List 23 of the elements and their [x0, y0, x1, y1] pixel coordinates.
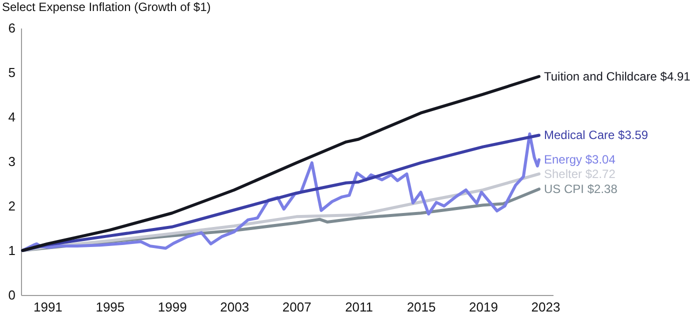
- y-tick-label: 3: [8, 154, 16, 169]
- x-tick-label: 2015: [406, 300, 436, 314]
- series-label: Medical Care $3.59: [544, 128, 648, 142]
- x-tick-label: 2023: [531, 300, 560, 314]
- x-tick-label: 1999: [158, 300, 187, 314]
- chart-title: Select Expense Inflation (Growth of $1): [2, 0, 211, 14]
- x-tick-label: 2003: [220, 300, 250, 314]
- x-tick-label: 2011: [345, 300, 374, 314]
- series-label: US CPI $2.38: [544, 182, 618, 196]
- series-label: Tuition and Childcare $4.91: [544, 70, 690, 84]
- series-label: Energy $3.04: [544, 152, 616, 167]
- line-series: [21, 75, 540, 252]
- x-tick-label: 1995: [96, 300, 125, 314]
- x-tick-label: 2007: [282, 300, 312, 314]
- y-tick-label: 1: [8, 243, 16, 258]
- series-label: Shelter $2.72: [544, 166, 616, 181]
- y-tick-label: 5: [8, 65, 16, 80]
- x-tick-label: 2019: [469, 300, 498, 314]
- y-tick-label: 2: [8, 198, 16, 214]
- y-tick-label: 0: [8, 288, 16, 302]
- y-tick-label: 4: [8, 110, 16, 124]
- x-tick-label: 1991: [33, 300, 62, 314]
- y-tick-label: 6: [8, 20, 16, 36]
